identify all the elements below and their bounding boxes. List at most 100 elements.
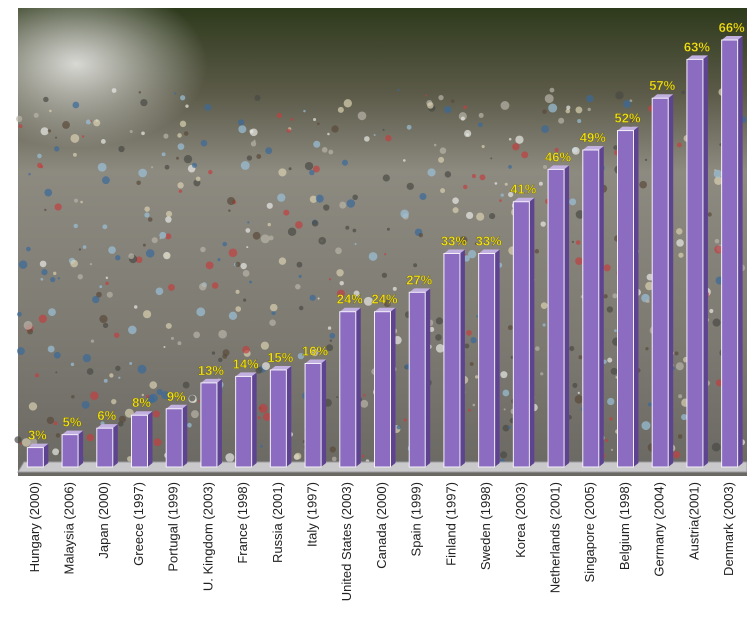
bar — [548, 169, 564, 467]
speckle — [499, 199, 502, 202]
speckle — [339, 202, 346, 209]
speckle — [227, 197, 235, 205]
speckle — [393, 287, 397, 291]
speckle — [166, 323, 172, 329]
speckle — [90, 392, 98, 400]
speckle — [611, 449, 613, 451]
speckle — [515, 136, 523, 144]
speckle — [212, 282, 219, 289]
speckle — [344, 99, 352, 107]
speckle — [82, 401, 90, 409]
speckle — [345, 226, 349, 230]
speckle — [53, 421, 57, 425]
bar-side — [321, 359, 326, 467]
speckle — [193, 331, 200, 338]
speckle — [575, 106, 582, 113]
speckle — [678, 253, 683, 258]
speckle — [353, 229, 357, 233]
speckle — [143, 310, 151, 318]
speckle — [200, 247, 205, 252]
speckle — [70, 134, 79, 143]
speckle — [360, 400, 368, 408]
speckle — [313, 118, 316, 121]
speckle — [238, 119, 244, 125]
speckle — [79, 248, 81, 250]
speckle — [427, 102, 433, 108]
speckle — [242, 346, 250, 354]
speckle — [403, 159, 406, 162]
speckle — [327, 133, 330, 136]
speckle — [612, 293, 617, 298]
speckle — [287, 129, 291, 133]
speckle — [218, 330, 227, 339]
bar — [479, 254, 495, 468]
speckle — [250, 128, 258, 136]
speckle — [267, 203, 273, 209]
bar-side — [113, 424, 118, 467]
speckle — [572, 241, 574, 243]
speckle — [645, 347, 648, 350]
speckle — [543, 323, 546, 326]
speckle — [407, 125, 412, 130]
speckle — [55, 371, 57, 373]
speckle — [136, 180, 141, 185]
speckle — [566, 106, 570, 110]
data-label: 24% — [371, 292, 397, 307]
speckle — [177, 133, 182, 138]
bar — [305, 363, 321, 467]
speckle — [648, 403, 652, 407]
speckle — [179, 189, 182, 192]
speckle — [347, 199, 355, 207]
speckle — [93, 119, 100, 126]
speckle — [539, 182, 543, 186]
x-tick-label: Greece (1997) — [131, 482, 146, 566]
speckle — [363, 394, 366, 397]
speckle — [52, 448, 59, 455]
speckle — [80, 201, 83, 204]
speckle — [241, 161, 250, 170]
x-tick-label: Sweden (1998) — [478, 482, 493, 570]
speckle — [99, 315, 107, 323]
speckle — [55, 203, 62, 210]
speckle — [151, 166, 153, 168]
speckle — [228, 209, 231, 212]
speckle — [577, 119, 581, 123]
speckle — [336, 269, 343, 276]
speckle — [504, 408, 506, 410]
speckle — [681, 414, 687, 420]
speckle — [540, 221, 545, 226]
speckle — [342, 160, 348, 166]
speckle — [71, 363, 74, 366]
speckle — [196, 177, 201, 182]
speckle — [461, 117, 465, 121]
speckle — [240, 263, 246, 269]
speckle — [309, 170, 314, 175]
bar-side — [148, 411, 153, 467]
speckle — [611, 368, 618, 375]
speckle — [607, 306, 613, 312]
speckle — [259, 404, 268, 413]
speckle — [374, 134, 376, 136]
speckle — [355, 243, 357, 245]
speckle — [466, 330, 472, 336]
speckle — [714, 170, 722, 178]
speckle — [149, 381, 157, 389]
data-label: 6% — [97, 408, 116, 423]
bar — [375, 312, 391, 467]
speckle — [387, 228, 390, 231]
speckle — [107, 292, 113, 298]
speckle — [180, 121, 186, 127]
speckle — [251, 141, 256, 146]
speckle — [500, 451, 507, 458]
speckle — [144, 212, 149, 217]
speckle — [115, 366, 120, 371]
speckle — [139, 91, 141, 93]
speckle — [464, 344, 469, 349]
speckle — [163, 134, 168, 139]
bar — [687, 59, 703, 467]
speckle — [641, 421, 650, 430]
speckle — [184, 131, 189, 136]
bar — [652, 98, 668, 467]
speckle — [609, 417, 612, 420]
speckle — [253, 232, 261, 240]
